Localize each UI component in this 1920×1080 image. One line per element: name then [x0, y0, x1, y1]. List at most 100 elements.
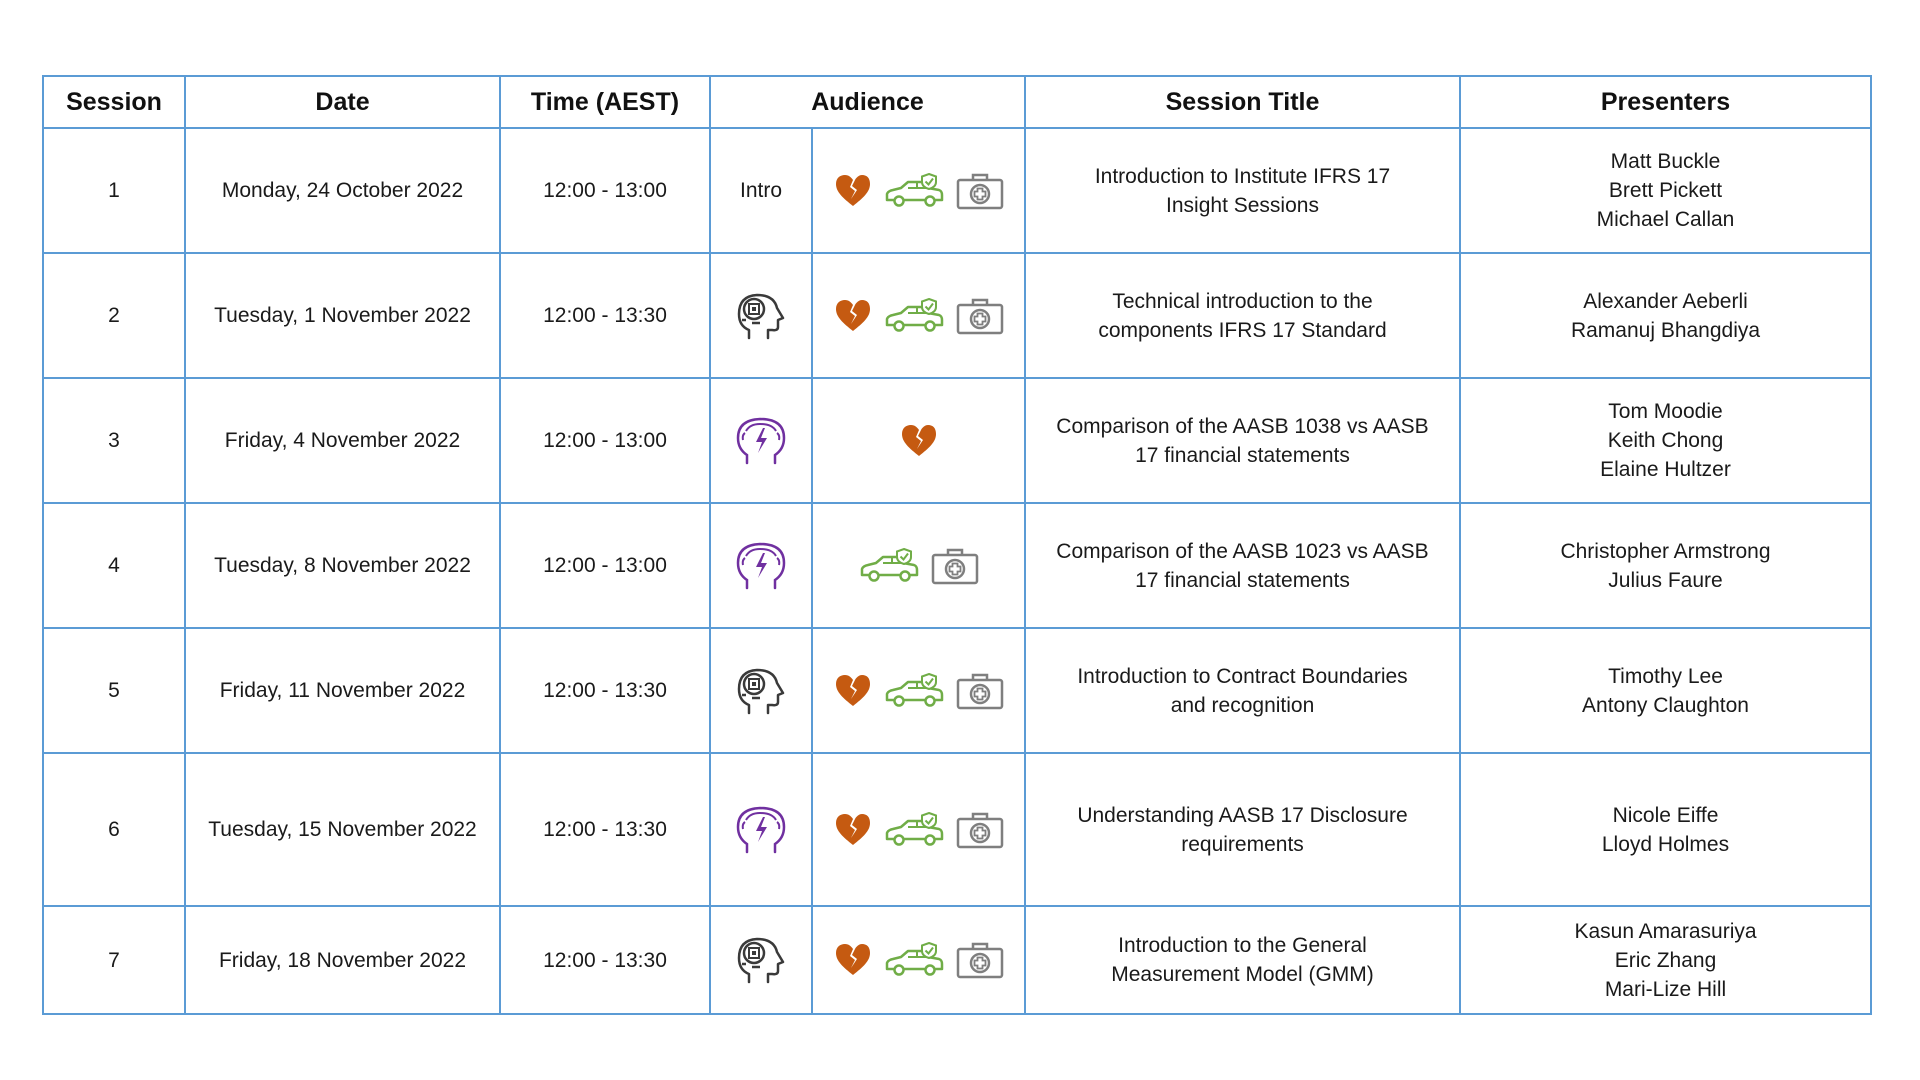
session-time: 12:00 - 13:30: [499, 627, 711, 754]
presenters: Christopher Armstrong Julius Faure: [1459, 502, 1872, 629]
table-row: 4 Tuesday, 8 November 2022 12:00 - 13:00 Co…: [42, 502, 1872, 629]
session-date: Monday, 24 October 2022: [184, 127, 501, 254]
session-title-line: Insight Sessions: [1166, 193, 1319, 217]
session-date: Friday, 18 November 2022: [184, 905, 501, 1015]
session-number: 1: [42, 127, 186, 254]
session-title: Understanding AASB 17 Disclosure requirem…: [1024, 752, 1461, 907]
presenters: Kasun Amarasuriya Eric Zhang Mari-Lize Hil…: [1459, 905, 1872, 1015]
session-date: Tuesday, 8 November 2022: [184, 502, 501, 629]
session-number-text: 5: [108, 679, 120, 702]
table-row: 2 Tuesday, 1 November 2022 12:00 - 13:30 Te…: [42, 252, 1872, 379]
session-date-text: Tuesday, 8 November 2022: [214, 554, 471, 577]
broken-heart-icon: [835, 174, 870, 206]
audience-icons-cell: [811, 377, 1026, 504]
session-time: 12:00 - 13:30: [499, 905, 711, 1015]
session-time-text: 12:00 - 13:30: [543, 818, 667, 841]
presenter-name: Elaine Hultzer: [1600, 458, 1731, 481]
session-title-line: Introduction to Institute IFRS 17: [1094, 164, 1391, 188]
session-number-text: 1: [108, 179, 120, 202]
audience-icons-cell: [811, 252, 1026, 379]
presenter-name: Brett Pickett: [1608, 179, 1723, 202]
session-date-text: Tuesday, 1 November 2022: [214, 304, 471, 327]
session-time: 12:00 - 13:00: [499, 377, 711, 504]
presenters: Timothy Lee Antony Claughton: [1459, 627, 1872, 754]
presenter-name: Antony Claughton: [1582, 693, 1749, 717]
medical-kit-icon: [956, 942, 1003, 979]
level-cell: Intro: [709, 127, 813, 254]
medical-kit-icon: [956, 673, 1003, 709]
session-number: 6: [42, 752, 186, 907]
session-title: Introduction to Institute IFRS 17 Insight…: [1024, 127, 1461, 254]
header-audience: Audience: [709, 75, 1026, 129]
session-title-line: components IFRS 17 Standard: [1098, 318, 1387, 342]
presenter-name: Timothy Lee: [1608, 664, 1723, 688]
session-title-line: Introduction to the General: [1118, 934, 1367, 957]
session-title: Technical introduction to the components …: [1024, 252, 1461, 379]
medical-kit-icon: [956, 173, 1003, 209]
presenters: Matt Buckle Brett Pickett Michael Callan: [1459, 127, 1872, 254]
level-cell: [709, 377, 813, 504]
presenter-name: Eric Zhang: [1614, 948, 1717, 972]
presenters: Tom Moodie Keith Chong Elaine Hultzer: [1459, 377, 1872, 504]
session-number-text: 7: [108, 948, 120, 972]
session-time-text: 12:00 - 13:30: [543, 948, 667, 972]
session-date-text: Tuesday, 15 November 2022: [208, 818, 477, 841]
session-time: 12:00 - 13:00: [499, 502, 711, 629]
medical-kit-icon: [931, 548, 978, 584]
session-time-text: 12:00 - 13:00: [543, 554, 667, 577]
session-title-line: Measurement Model (GMM): [1111, 963, 1374, 986]
session-schedule-table: Session Date Time (AEST) Audience Sessio…: [42, 75, 1872, 1015]
header-time: Time (AEST): [499, 75, 711, 129]
presenter-name: Nicole Eiffe: [1612, 803, 1719, 827]
session-time: 12:00 - 13:00: [499, 127, 711, 254]
header-date: Date: [184, 75, 501, 129]
session-date-text: Monday, 24 October 2022: [221, 179, 464, 202]
session-number: 3: [42, 377, 186, 504]
session-time-text: 12:00 - 13:30: [543, 679, 667, 702]
session-time-text: 12:00 - 13:00: [543, 179, 667, 202]
session-title-line: Comparison of the AASB 1023 vs AASB: [1056, 539, 1429, 563]
session-date: Tuesday, 1 November 2022: [184, 252, 501, 379]
car-shield-icon: [885, 942, 943, 976]
car-shield-icon: [885, 297, 943, 332]
head-chip-icon: [737, 668, 785, 714]
car-shield-icon: [885, 811, 943, 846]
session-title-line: Comparison of the AASB 1038 vs AASB: [1056, 414, 1429, 438]
session-time: 12:00 - 13:30: [499, 752, 711, 907]
car-shield-icon: [885, 172, 943, 207]
session-title-line: Technical introduction to the: [1112, 289, 1373, 313]
session-date: Friday, 11 November 2022: [184, 627, 501, 754]
presenter-name: Matt Buckle: [1610, 150, 1721, 173]
session-number-text: 6: [108, 818, 120, 841]
session-time-text: 12:00 - 13:00: [543, 429, 667, 452]
session-date: Friday, 4 November 2022: [184, 377, 501, 504]
session-number-text: 3: [108, 429, 120, 452]
session-title: Introduction to the General Measurement M…: [1024, 905, 1461, 1015]
presenter-name: Julius Faure: [1608, 568, 1723, 592]
session-date-text: Friday, 11 November 2022: [219, 679, 466, 702]
presenter-name: Lloyd Holmes: [1601, 832, 1730, 856]
audience-icons-cell: [811, 127, 1026, 254]
table-row: 6 Tuesday, 15 November 2022 12:00 - 13:30 U…: [42, 752, 1872, 907]
session-title-line: requirements: [1181, 832, 1304, 856]
session-number-text: 4: [108, 554, 120, 577]
session-title: Comparison of the AASB 1038 vs AASB 17 fi…: [1024, 377, 1461, 504]
presenter-name: Keith Chong: [1607, 429, 1724, 452]
presenter-name: Kasun Amarasuriya: [1574, 919, 1757, 943]
header-row: Session Date Time (AEST) Audience Sessio…: [42, 75, 1872, 129]
session-number: 5: [42, 627, 186, 754]
head-chip-icon: [737, 293, 785, 339]
session-title-line: Understanding AASB 17 Disclosure: [1077, 803, 1408, 827]
audience-icons-cell: [811, 627, 1026, 754]
session-time: 12:00 - 13:30: [499, 252, 711, 379]
level-cell: [709, 752, 813, 907]
session-number: 2: [42, 252, 186, 379]
car-shield-icon: [885, 672, 943, 707]
header-presenters: Presenters: [1459, 75, 1872, 129]
level-cell: [709, 252, 813, 379]
level-cell: [709, 502, 813, 629]
session-time-text: 12:00 - 13:30: [543, 304, 667, 327]
head-chip-icon: [737, 937, 785, 984]
presenters: Alexander Aeberli Ramanuj Bhangdiya: [1459, 252, 1872, 379]
head-lightning-icon: [736, 417, 786, 464]
